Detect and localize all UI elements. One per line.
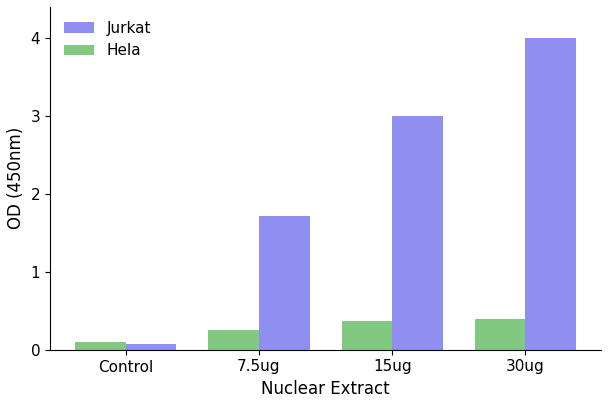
Bar	[75, 342, 126, 350]
Y-axis label: OD (450nm): OD (450nm)	[7, 127, 25, 230]
Bar	[209, 330, 259, 350]
Bar	[475, 319, 525, 350]
Legend: Jurkat, Hela: Jurkat, Hela	[58, 15, 157, 64]
Bar	[525, 38, 576, 350]
Bar	[259, 216, 309, 350]
Bar	[342, 321, 392, 350]
X-axis label: Nuclear Extract: Nuclear Extract	[261, 380, 390, 398]
Bar	[126, 344, 176, 350]
Bar	[392, 116, 443, 350]
